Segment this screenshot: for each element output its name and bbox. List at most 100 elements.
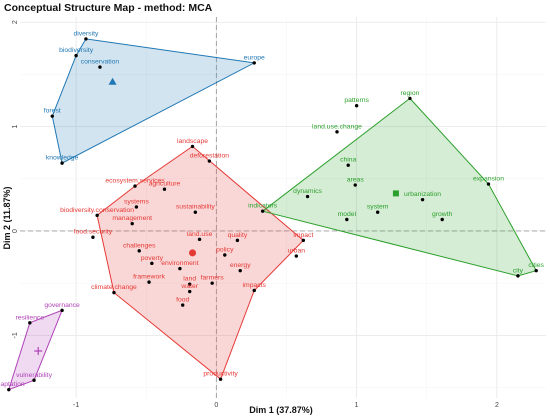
- centroid-3: [392, 190, 399, 197]
- point-urban: [294, 254, 299, 258]
- label-environment: environment: [161, 260, 199, 267]
- point-framework: [147, 280, 151, 284]
- point-dynamics: [305, 194, 310, 199]
- point-land.use: [197, 237, 202, 242]
- label-areas: areas: [347, 177, 365, 184]
- point-vulnerability: [32, 378, 36, 382]
- y-tick-label: 1: [12, 125, 19, 129]
- point-system: [375, 210, 380, 214]
- x-tick-label: 0: [214, 402, 218, 409]
- axes: -1 0 1 2 -1 0 1 2: [12, 20, 499, 409]
- point-land: [188, 282, 192, 286]
- label-biodiversity.conservation: biodiversity.conservation: [60, 207, 134, 214]
- point-environment: [178, 266, 182, 271]
- label-system: system: [367, 204, 389, 211]
- x-axis-label: Dim 1 (37.87%): [249, 405, 313, 415]
- label-productivity: productivity: [203, 371, 238, 378]
- label-adaptation: adaptation: [0, 381, 25, 388]
- label-indicators: indicators: [248, 203, 278, 210]
- point-patterns: [354, 104, 359, 108]
- point-china: [346, 163, 350, 167]
- point-expansion: [486, 182, 491, 186]
- point-landscape: [190, 144, 195, 149]
- label-biodiversity: biodiversity: [59, 47, 94, 54]
- point-region: [408, 96, 412, 101]
- label-forest: forest: [44, 108, 61, 115]
- label-deforestation: deforestation: [190, 153, 230, 160]
- label-china: china: [340, 157, 356, 164]
- point-challenges: [137, 249, 141, 253]
- label-impact: impact: [293, 232, 313, 239]
- point-energy: [238, 268, 242, 273]
- label-food.security: food.security: [74, 229, 113, 236]
- point-conservation: [98, 65, 102, 69]
- label-patterns: patterns: [344, 97, 369, 104]
- point-knowledge: [60, 161, 64, 165]
- point-quality: [235, 238, 240, 243]
- point-impacts: [252, 288, 256, 293]
- label-resilience: resilience: [15, 314, 44, 321]
- point-poverty: [150, 261, 154, 266]
- point-adaptation: [7, 387, 11, 392]
- label-water: water: [180, 283, 198, 290]
- label-systems: systems: [124, 198, 150, 205]
- point-europe: [252, 61, 256, 65]
- cluster-hull-2: [96, 145, 305, 381]
- point-growth: [440, 217, 444, 222]
- label-quality: quality: [228, 232, 248, 239]
- cluster-hulls: [8, 38, 537, 391]
- label-urban: urban: [288, 248, 306, 255]
- x-tick-label: 1: [355, 402, 359, 409]
- chart-title: Conceptual Structure Map - method: MCA: [4, 2, 213, 14]
- label-climate.change: climate.change: [91, 284, 137, 291]
- label-management: management: [112, 215, 152, 222]
- point-deforestation: [207, 159, 212, 163]
- point-biodiversity.conservation: [95, 213, 99, 218]
- y-tick-label: -1: [12, 332, 19, 338]
- label-challenges: challenges: [123, 242, 156, 249]
- label-agriculture: agriculture: [149, 181, 181, 188]
- point-model: [345, 217, 349, 222]
- label-landscape: landscape: [177, 138, 208, 145]
- point-ecosystem.services: [133, 184, 137, 188]
- point-labels: diversity biodiversity europe conservation f…: [0, 30, 545, 388]
- label-energy: energy: [230, 262, 251, 269]
- point-diversity: [84, 37, 88, 41]
- label-model: model: [338, 211, 357, 218]
- point-city: [516, 274, 520, 278]
- point-forest: [50, 114, 54, 118]
- point-policy: [223, 253, 227, 257]
- label-policy: policy: [216, 246, 234, 253]
- label-ecosystem.services: ecosystem.services: [105, 178, 165, 185]
- label-governance: governance: [44, 302, 80, 309]
- label-food: food: [176, 297, 189, 304]
- point-areas: [353, 183, 357, 187]
- grid-layer: [20, 17, 546, 398]
- label-cities: cities: [528, 262, 544, 269]
- y-tick-label: 2: [12, 20, 19, 24]
- point-systems: [134, 205, 139, 209]
- point-impact: [301, 238, 306, 243]
- label-sustainability: sustainability: [176, 204, 216, 211]
- label-knowledge: knowledge: [46, 155, 79, 162]
- label-impacts: impacts: [243, 282, 267, 289]
- label-farmers: farmers: [201, 275, 225, 282]
- label-vulnerability: vulnerability: [16, 372, 52, 379]
- point-sustainability: [193, 210, 198, 214]
- cluster-hull-1: [51, 38, 256, 164]
- cluster-hull-3: [261, 97, 537, 277]
- point-climate.change: [112, 290, 116, 295]
- point-productivity: [218, 377, 223, 381]
- centroid-4: [34, 347, 43, 356]
- point-food.security: [91, 235, 95, 239]
- y-tick-label: 0: [12, 229, 19, 233]
- label-region: region: [400, 90, 419, 97]
- x-tick-label: -1: [73, 402, 79, 409]
- data-points: [7, 37, 538, 392]
- point-farmers: [210, 281, 214, 285]
- label-diversity: diversity: [73, 30, 99, 37]
- point-management: [130, 221, 134, 226]
- point-agriculture: [162, 187, 167, 191]
- y-axis-label: Dim 2 (11.87%): [2, 186, 12, 249]
- point-indicators: [260, 209, 265, 213]
